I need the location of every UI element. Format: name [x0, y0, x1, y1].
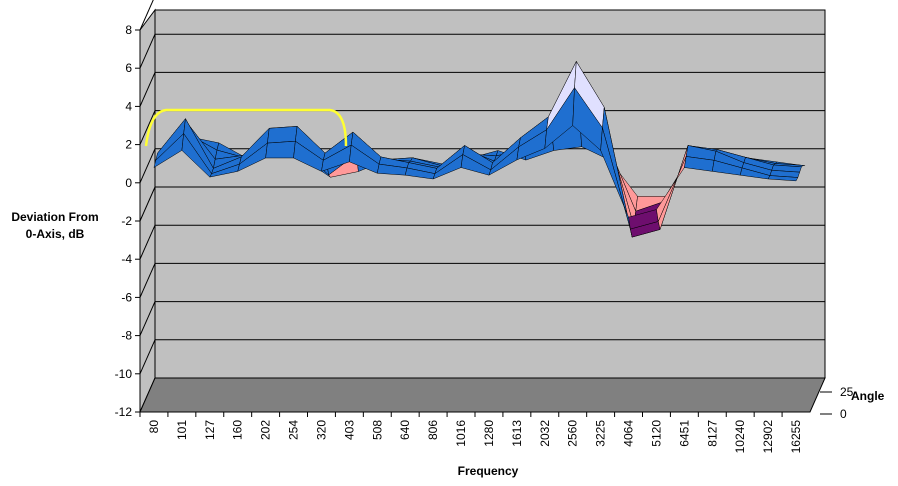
x-tick-label: 12902 — [761, 420, 775, 454]
x-tick-label: 508 — [370, 420, 384, 440]
x-tick-label: 16255 — [789, 420, 803, 454]
y-tick-label: -4 — [121, 252, 132, 266]
x-tick-label: 403 — [342, 420, 356, 440]
x-tick-label: 320 — [314, 420, 328, 440]
x-tick-label: 160 — [231, 420, 245, 440]
x-tick-label: 254 — [287, 420, 301, 440]
y-tick-label: -2 — [121, 214, 132, 228]
x-tick-label: 2032 — [538, 420, 552, 447]
x-tick-label: 80 — [147, 420, 161, 434]
y-axis-label-line1: Deviation From — [11, 210, 98, 224]
gridline-side — [139, 148, 156, 184]
x-tick-label: 2560 — [566, 420, 580, 447]
gridline-side — [139, 263, 156, 298]
x-axis-ticks: 80 101 127 160 202 254 320 403 508 640 806 1016 1280… — [139, 411, 810, 454]
x-tick-label: 1280 — [482, 420, 496, 447]
x-tick-label: 1016 — [454, 420, 468, 447]
x-tick-label: 806 — [426, 420, 440, 440]
y-axis-ticks: 8 6 4 2 0 -2 -4 -6 -8 -10 -12 — [115, 23, 141, 419]
back-wall — [154, 9, 826, 379]
gridline-side — [139, 0, 154, 31]
x-tick-label: 5120 — [649, 420, 663, 447]
gridline-side — [139, 186, 156, 222]
x-tick-label: 101 — [175, 420, 189, 440]
x-tick-label: 3225 — [594, 420, 608, 447]
gridline-side — [139, 301, 156, 336]
y-tick-label: -8 — [121, 329, 132, 343]
gridline-side — [139, 224, 156, 260]
x-tick-label: 4064 — [622, 420, 636, 447]
x-tick-label: 6451 — [677, 420, 691, 447]
surface-cell — [267, 126, 298, 144]
z-axis-label: Angle — [851, 389, 885, 403]
y-tick-label: -12 — [115, 405, 133, 419]
y-tick-label: 2 — [125, 138, 132, 152]
x-tick-label: 1613 — [510, 420, 524, 447]
x-tick-label: 202 — [259, 420, 273, 440]
side-wall — [139, 8, 156, 413]
y-tick-label: 4 — [125, 99, 132, 113]
floor — [139, 377, 826, 413]
z-tick-label: 25 — [840, 385, 854, 399]
x-tick-label: 10240 — [733, 420, 747, 454]
gridline-side — [139, 72, 156, 107]
y-tick-label: 0 — [125, 176, 132, 190]
surface — [153, 60, 806, 238]
gridline-side — [139, 33, 156, 69]
x-tick-label: 640 — [398, 420, 412, 440]
y-tick-label: -6 — [121, 290, 132, 304]
y-tick-label: 6 — [125, 61, 132, 75]
gridline-side — [139, 339, 156, 375]
x-tick-label: 127 — [203, 420, 217, 440]
gridline-side — [139, 110, 156, 145]
z-axis-ticks: 25 0 — [820, 385, 854, 421]
z-tick-label: 0 — [840, 407, 847, 421]
surface-cell — [767, 175, 799, 182]
y-axis-label-line2: 0-Axis, dB — [26, 227, 85, 241]
y-tick-label: -10 — [115, 367, 133, 381]
x-tick-label: 8127 — [705, 420, 719, 447]
y-tick-label: 8 — [125, 23, 132, 37]
surface-cell — [265, 140, 296, 159]
x-axis-label: Frequency — [458, 464, 519, 478]
bracket-annotation — [144, 108, 348, 147]
